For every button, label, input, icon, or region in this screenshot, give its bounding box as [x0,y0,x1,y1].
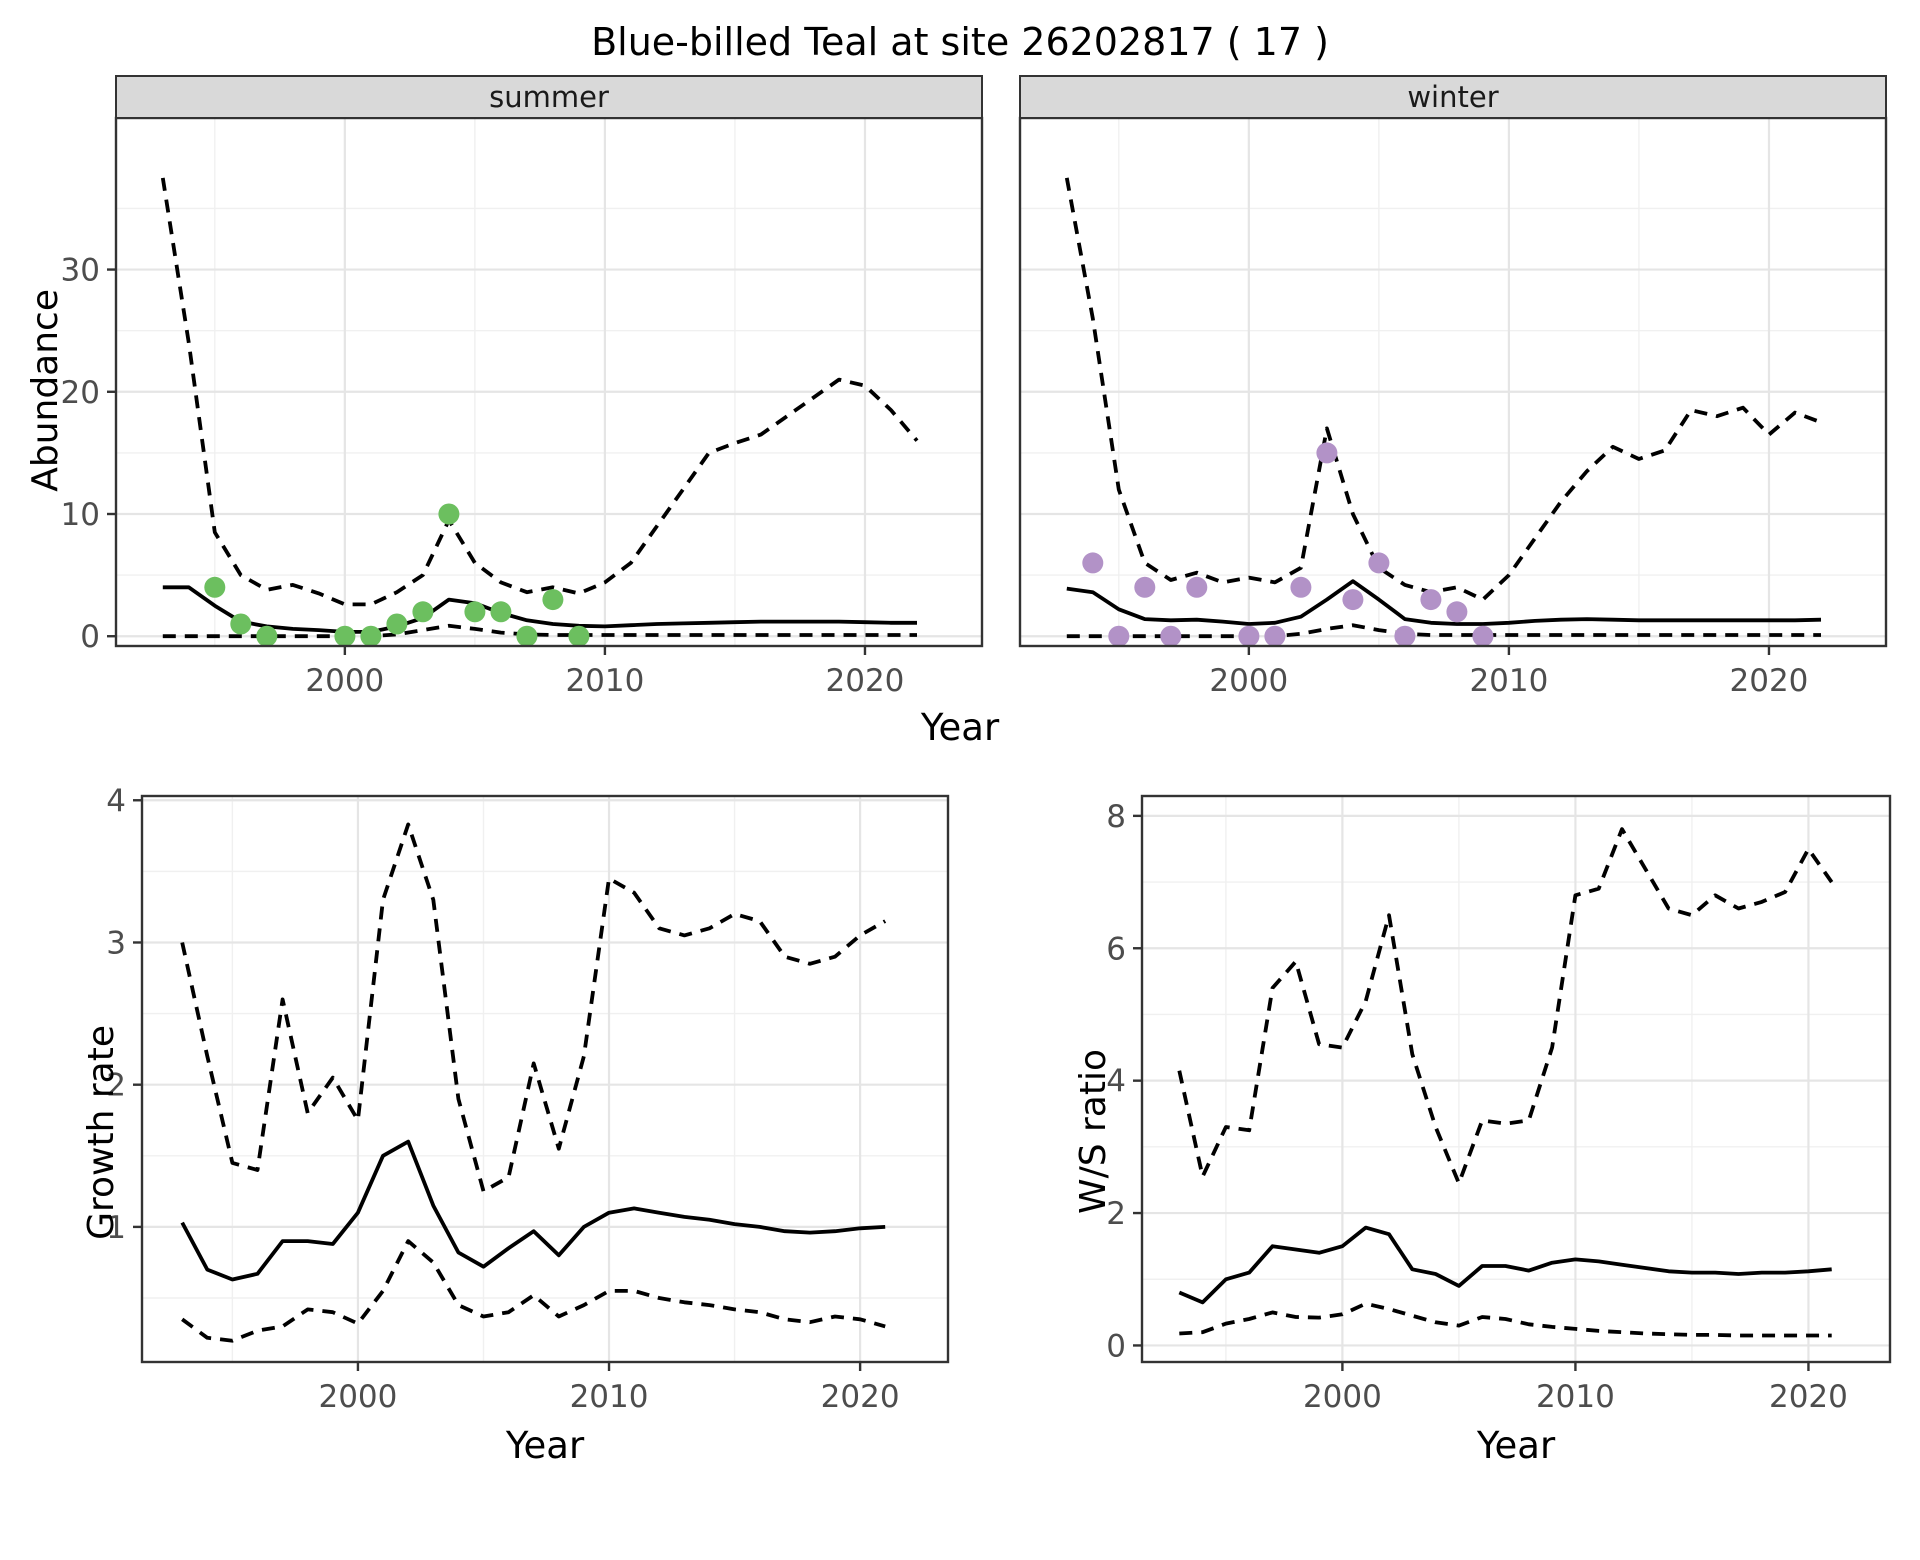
svg-text:summer: summer [489,80,609,114]
svg-text:30: 30 [61,253,100,289]
plot-page: Blue-billed Teal at site 26202817 ( 17 )… [0,20,1920,1482]
svg-text:Year: Year [505,1424,585,1467]
growth-rate-chart: 2000 2010 2020 1 2 3 4 Year [106,783,950,1467]
svg-text:3: 3 [106,925,126,961]
growth-rate-plot: Growth rate 2000 2010 2020 1 2 3 4 Year [38,782,964,1482]
svg-text:2010: 2010 [1469,663,1548,699]
growth-rate-y-axis-title: Growth rate [80,1024,122,1240]
page-title: Blue-billed Teal at site 26202817 ( 17 ) [591,20,1329,64]
svg-text:2: 2 [106,1068,126,1104]
abundance-x-axis-title: Year [920,706,1000,749]
svg-text:Year: Year [1476,1424,1556,1467]
abundance-y-axis-title: Abundance [24,288,66,492]
svg-text:2000: 2000 [1303,1379,1382,1415]
winter-abundance-chart: winter 2000 2010 2020 [1018,75,1888,699]
svg-text:2020: 2020 [826,663,905,699]
svg-text:8: 8 [1106,799,1126,835]
svg-text:0: 0 [1106,1328,1126,1364]
ws-ratio-chart: 2000 2010 2020 0 2 4 6 8 Year [1106,794,1892,1467]
svg-text:2000: 2000 [318,1379,397,1415]
svg-text:2020: 2020 [1769,1379,1848,1415]
svg-text:1: 1 [106,1210,126,1246]
svg-text:2020: 2020 [1730,663,1809,699]
svg-text:2010: 2010 [1536,1379,1615,1415]
svg-text:4: 4 [106,783,126,819]
svg-text:10: 10 [61,497,100,533]
svg-text:2: 2 [1106,1196,1126,1232]
svg-text:2010: 2010 [570,1379,649,1415]
svg-text:2000: 2000 [1209,663,1288,699]
ws-ratio-y-axis-title: W/S ratio [1072,1049,1114,1215]
svg-text:2000: 2000 [305,663,384,699]
svg-text:20: 20 [61,375,100,411]
ws-ratio-plot: W/S ratio 2000 2010 2020 0 2 4 6 8 Year [1030,782,1906,1482]
svg-text:2020: 2020 [821,1379,900,1415]
svg-text:0: 0 [80,619,100,655]
summer-abundance-chart: summer 2000 2010 2020 0 10 20 30 [61,75,984,699]
bottom-plots: Growth rate 2000 2010 2020 1 2 3 4 Year W/S rat… [0,756,1920,1482]
svg-text:2010: 2010 [565,663,644,699]
abundance-facet-plot: Abundance summer 2000 2010 2020 0 10 20 30 wint… [0,74,1920,706]
svg-text:winter: winter [1407,80,1498,114]
svg-text:4: 4 [1106,1064,1126,1100]
facet-gap [994,74,1010,706]
svg-text:6: 6 [1106,931,1126,967]
